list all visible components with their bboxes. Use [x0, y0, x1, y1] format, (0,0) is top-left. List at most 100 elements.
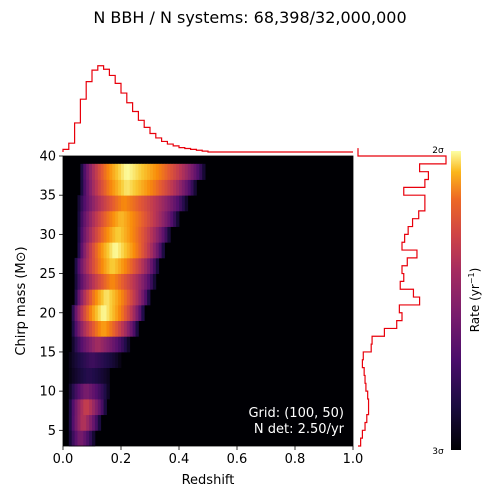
heatmap-cell	[158, 195, 162, 212]
heatmap-cell	[147, 273, 151, 290]
heatmap-cell	[89, 398, 93, 416]
heatmap-cell	[103, 179, 107, 196]
heatmap-cell	[109, 195, 113, 212]
heatmap-cell	[173, 195, 177, 212]
heatmap-cell	[147, 163, 151, 180]
heatmap-cell	[74, 351, 78, 369]
chart-title: N BBH / N systems: 68,398/32,000,000	[93, 8, 407, 27]
heatmap-cell	[89, 289, 93, 306]
heatmap-cell	[112, 336, 116, 353]
grid-annotation: Grid: (100, 50)	[248, 406, 344, 421]
heatmap-cell	[80, 289, 84, 306]
heatmap-cell	[109, 242, 113, 259]
heatmap-cell	[123, 226, 128, 243]
heatmap-cell	[138, 195, 142, 212]
heatmap	[63, 156, 353, 447]
heatmap-cell	[97, 163, 102, 180]
annotation-box: Grid: (100, 50) N det: 2.50/yr	[248, 406, 344, 438]
heatmap-cell	[138, 289, 142, 306]
heatmap-cell	[150, 163, 154, 180]
heatmap-cell	[77, 414, 81, 431]
heatmap-cell	[126, 289, 131, 306]
heatmap-cell	[118, 210, 122, 227]
heatmap-cell	[115, 195, 119, 212]
heatmap-cell	[92, 179, 96, 196]
heatmap-cell	[135, 242, 139, 259]
heatmap-cell	[129, 210, 133, 227]
heatmap-cell	[109, 336, 113, 353]
heatmap-cell	[190, 163, 194, 180]
heatmap-cell	[121, 242, 125, 259]
heatmap-cell	[135, 226, 139, 243]
heatmap-cell	[97, 210, 102, 227]
heatmap-cell	[106, 383, 110, 400]
heatmap-cell	[112, 242, 116, 259]
heatmap-cell	[103, 383, 107, 400]
heatmap-cell	[77, 195, 81, 212]
heatmap-cell	[71, 414, 75, 431]
heatmap-cell	[97, 367, 102, 384]
heatmap-cell	[141, 195, 145, 212]
heatmap-cell	[161, 242, 165, 259]
heatmap-cell	[77, 430, 81, 447]
heatmap-cell	[150, 195, 154, 212]
heatmap-cell	[141, 210, 145, 227]
heatmap-cell	[115, 320, 119, 337]
heatmap-cell	[121, 257, 125, 274]
heatmap-cell	[97, 304, 102, 321]
heatmap-cell	[68, 414, 73, 431]
heatmap-cell	[138, 273, 142, 290]
heatmap-cell	[83, 257, 87, 274]
heatmap-cell	[118, 289, 122, 306]
heatmap-cell	[83, 226, 87, 243]
heatmap-cell	[103, 398, 107, 416]
heatmap-cell	[167, 179, 171, 196]
heatmap-cell	[94, 195, 99, 212]
heatmap-cell	[123, 273, 128, 290]
heatmap-cell	[86, 383, 90, 400]
heatmap-cell	[170, 179, 174, 196]
heatmap-cell	[106, 195, 110, 212]
heatmap-cell	[150, 242, 154, 259]
heatmap-cell	[150, 179, 154, 196]
heatmap-cell	[118, 163, 122, 180]
heatmap-cell	[106, 320, 110, 337]
heatmap-cell	[129, 320, 133, 337]
heatmap-cell	[94, 320, 99, 337]
heatmap-cell	[103, 367, 107, 384]
heatmap-cell	[155, 179, 160, 196]
heatmap-cell	[86, 257, 90, 274]
heatmap-cell	[152, 179, 157, 196]
heatmap-cell	[121, 289, 125, 306]
heatmap-cell	[132, 257, 136, 274]
heatmap-cell	[112, 163, 116, 180]
heatmap-cell	[80, 336, 84, 353]
heatmap-cell	[109, 210, 113, 227]
heatmap-cell	[89, 304, 93, 321]
heatmap-cell	[123, 320, 128, 337]
heatmap-cell	[132, 242, 136, 259]
heatmap-cell	[118, 351, 122, 369]
heatmap-cell	[173, 210, 177, 227]
x-tick-label: 0.2	[111, 452, 132, 467]
heatmap-cell	[71, 320, 75, 337]
heatmap-cell	[106, 289, 110, 306]
heatmap-cell	[71, 367, 75, 384]
heatmap-cell	[158, 163, 162, 180]
heatmap-cell	[129, 289, 133, 306]
heatmap-cell	[74, 289, 78, 306]
heatmap-cell	[68, 351, 73, 369]
heatmap-cell	[71, 398, 75, 416]
heatmap-cell	[92, 383, 96, 400]
heatmap-cell	[74, 383, 78, 400]
heatmap-cell	[184, 195, 189, 212]
heatmap-cell	[86, 367, 90, 384]
heatmap-cell	[129, 242, 133, 259]
y-tick-label: 15	[39, 345, 56, 360]
heatmap-cell	[167, 163, 171, 180]
heatmap-cell	[161, 163, 165, 180]
heatmap-cell	[103, 210, 107, 227]
heatmap-cell	[103, 289, 107, 306]
y-tick-label: 30	[39, 228, 56, 243]
y-tick-label: 35	[39, 189, 56, 204]
